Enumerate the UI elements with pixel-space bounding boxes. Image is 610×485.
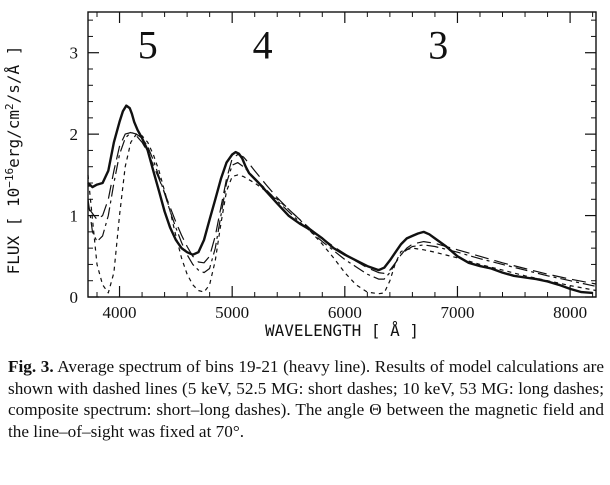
series-line-short-long-dash xyxy=(87,131,597,287)
y-axis-label-tail: /s/Å ] xyxy=(4,46,23,104)
y-tick-label: 3 xyxy=(70,44,79,63)
x-tick-label: 5000 xyxy=(215,303,249,322)
series-line-heavy xyxy=(87,104,593,295)
y-axis-label-main: FLUX [ 10 xyxy=(4,188,23,275)
x-tick-label: 6000 xyxy=(328,303,362,322)
plot-border xyxy=(87,11,597,298)
y-axis-label-exponent: −16 xyxy=(3,168,16,188)
figure-label: Fig. 3. xyxy=(8,357,54,376)
y-axis-label-units: erg/cm xyxy=(4,110,23,168)
x-tick-label: 4000 xyxy=(103,303,137,322)
series-lines xyxy=(87,104,597,295)
axis-ticks: 4000 5000 6000 7000 8000 0 1 2 3 xyxy=(70,12,596,322)
figure-caption: Fig. 3. Average spectrum of bins 19-21 (… xyxy=(8,356,604,442)
spectrum-chart: 4000 5000 6000 7000 8000 0 1 2 3 5 4 3 WAVELENGTH … xyxy=(3,11,597,340)
bin-annotation: 5 xyxy=(138,23,158,68)
plot-frame xyxy=(87,11,597,298)
annotations: 5 4 3 xyxy=(138,23,449,68)
y-tick-label: 1 xyxy=(70,207,79,226)
x-tick-label: 7000 xyxy=(440,303,474,322)
bin-annotation: 4 xyxy=(253,23,273,68)
y-axis-label-units-exponent: 2 xyxy=(3,103,16,110)
series-line-long-dash xyxy=(87,131,597,285)
series-line-short-dash xyxy=(87,133,597,295)
y-tick-label: 0 xyxy=(70,288,79,307)
y-axis-label: FLUX [ 10−16erg/cm2/s/Å ] xyxy=(3,46,23,275)
bin-annotation: 3 xyxy=(428,23,448,68)
caption-text: Average spectrum of bins 19-21 (heavy li… xyxy=(8,357,604,441)
y-tick-label: 2 xyxy=(70,125,79,144)
x-axis-label: WAVELENGTH [ Å ] xyxy=(265,321,419,340)
x-tick-label: 8000 xyxy=(553,303,587,322)
